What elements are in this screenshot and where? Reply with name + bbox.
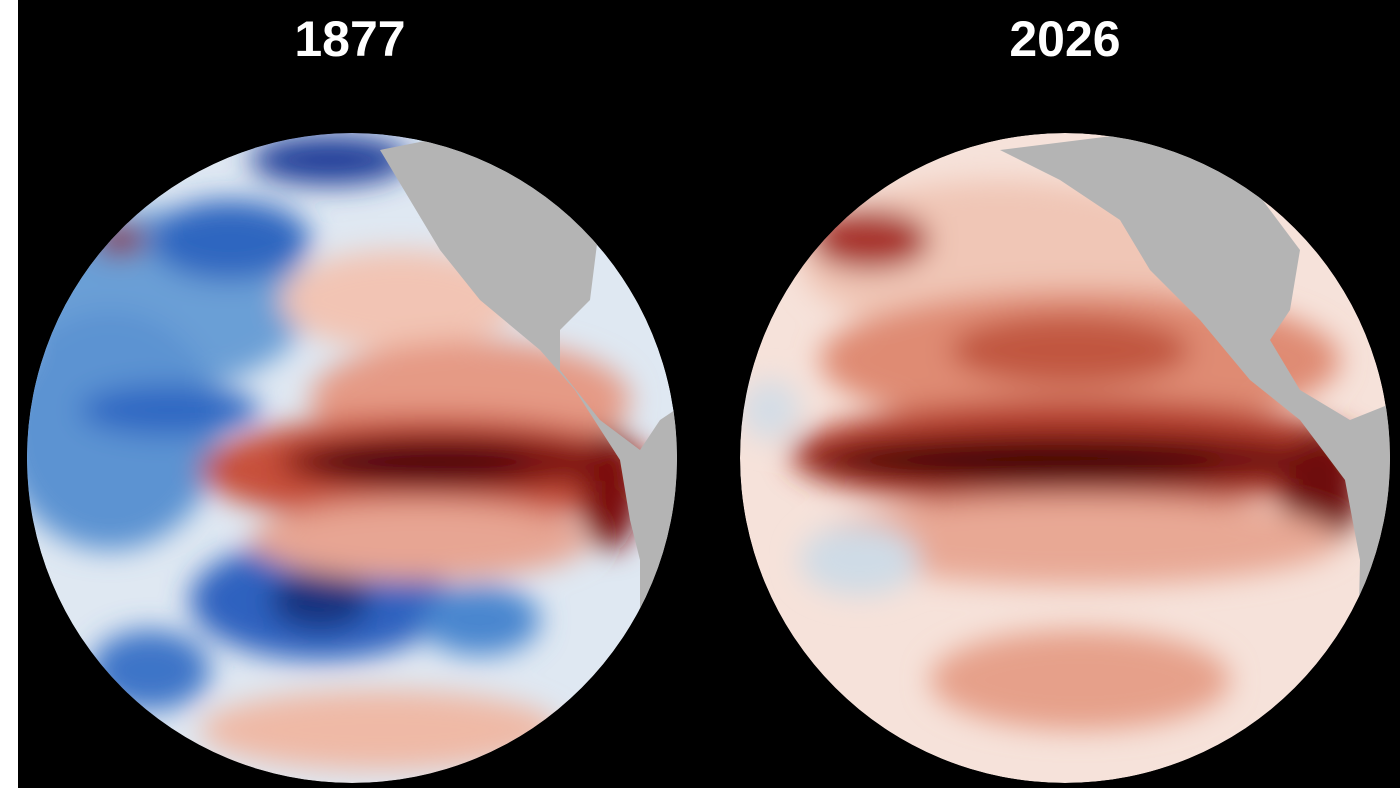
panel-title: 2026 <box>1009 11 1120 67</box>
left-edge <box>0 0 18 788</box>
panel-title: 1877 <box>294 11 405 67</box>
globe <box>740 133 1390 783</box>
